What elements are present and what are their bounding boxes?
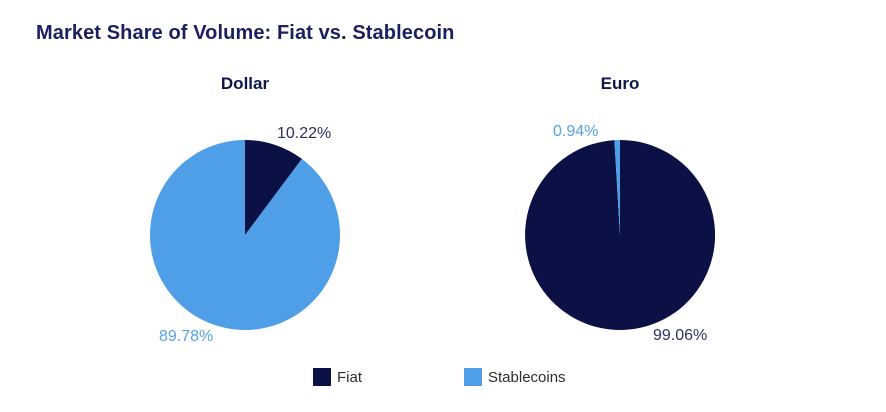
euro-stablecoin-percentage-label: 0.94%: [553, 123, 599, 140]
pie-slice-fiat: [525, 140, 715, 330]
legend-item-stablecoins: Stablecoins: [464, 368, 566, 386]
dollar-chart-title: Dollar: [220, 74, 270, 93]
pie-slice-fiat: [245, 140, 302, 235]
legend-label-fiat: Fiat: [337, 368, 363, 386]
legend-label-stablecoins: Stablecoins: [488, 368, 566, 386]
legend-item-fiat: Fiat: [313, 368, 362, 386]
pie-slice-stablecoins: [150, 140, 340, 330]
dollar-fiat-percentage-label: 10.22%: [277, 125, 332, 142]
euro-pie-chart: [525, 140, 715, 330]
dollar-stablecoin-percentage-label: 89.78%: [159, 328, 214, 345]
page-title: Market Share of Volume: Fiat vs. Stablec…: [36, 22, 455, 44]
euro-chart-title: Euro: [600, 74, 640, 93]
stablecoins-color-swatch: [464, 368, 482, 386]
dollar-pie-chart: [150, 140, 340, 330]
pie-slice-stablecoins: [614, 140, 620, 235]
fiat-color-swatch: [313, 368, 331, 386]
euro-fiat-percentage-label: 99.06%: [653, 327, 708, 344]
